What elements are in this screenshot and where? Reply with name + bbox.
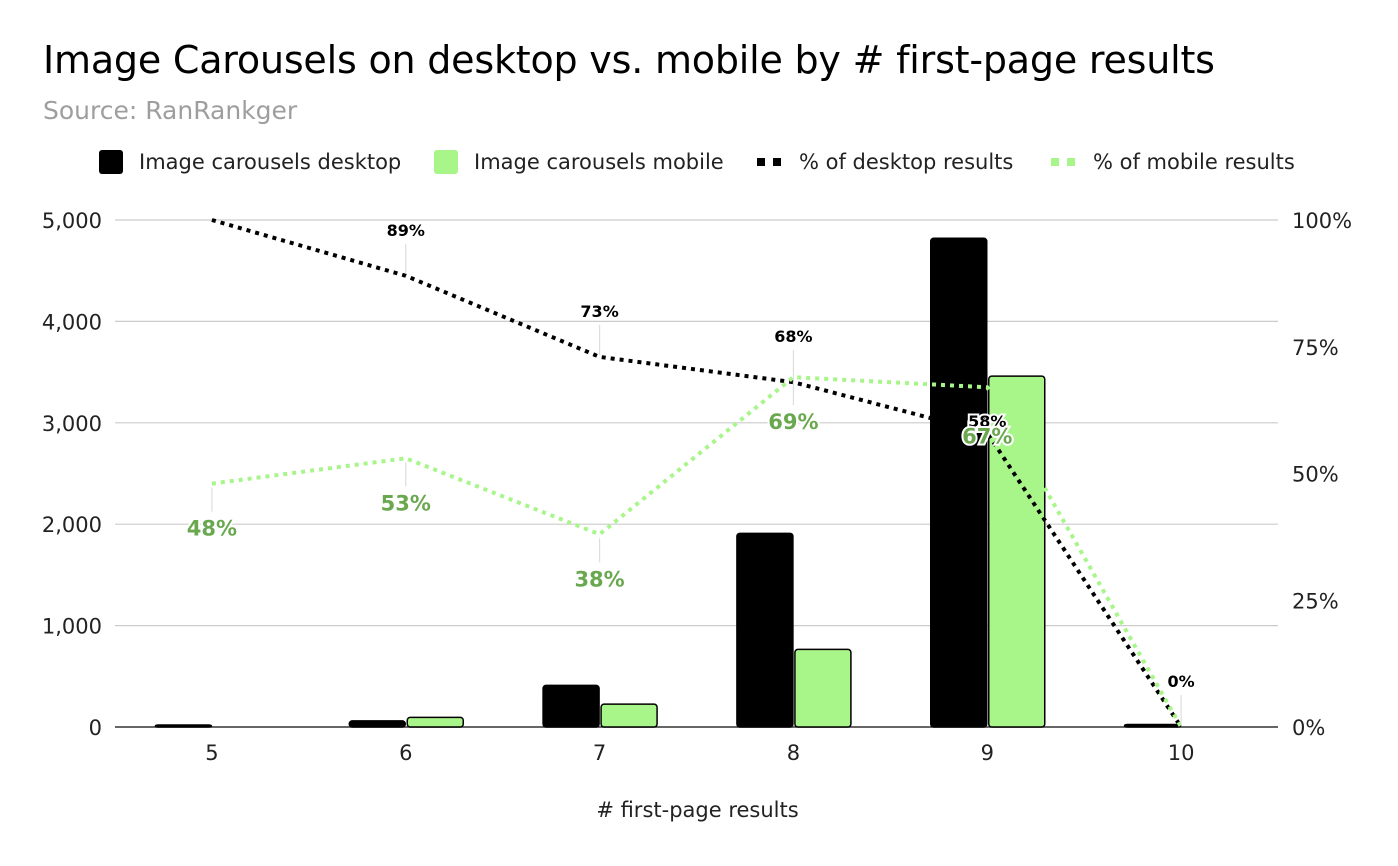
legend-label-mobile-bars: Image carousels mobile [474, 150, 724, 174]
legend-swatch-mobile-bars [434, 150, 458, 174]
chart-subtitle: Source: RanRankger [43, 96, 298, 125]
mobile-percent-label: 38% [574, 567, 624, 591]
y2-axis-tick-label: 75% [1292, 336, 1339, 360]
x-axis-tick-label: 10 [1168, 741, 1195, 765]
legend-swatch-desktop-bars [99, 150, 123, 174]
legend-label-desktop-line: % of desktop results [799, 150, 1014, 174]
y-axis-tick-label: 3,000 [42, 412, 102, 436]
mobile-percent-label: 48% [187, 517, 237, 541]
y2-axis-tick-label: 25% [1292, 589, 1339, 613]
mobile-percent-label: 69% [768, 410, 818, 434]
x-axis-tick-label: 7 [593, 741, 606, 765]
desktop-percent-label: 0% [1167, 672, 1194, 691]
mobile-percent-line [211, 375, 1183, 728]
legend-item-mobile-line[interactable]: % of mobile results [1051, 150, 1295, 174]
desktop-percent-line [211, 218, 1183, 729]
bar-mobile [988, 375, 1046, 728]
mobile-percent-label: 67% [962, 424, 1012, 448]
bar-desktop [542, 684, 600, 728]
desktop-percent-label: 58% [968, 412, 1006, 431]
x-axis-title: # first-page results [596, 798, 798, 822]
desktop-percent-label: 89% [387, 221, 425, 240]
y-axis-tick-label: 2,000 [42, 513, 102, 537]
chart-legend: Image carousels desktop Image carousels … [0, 150, 1398, 184]
bar-desktop [1123, 723, 1182, 728]
x-axis-tick-label: 6 [399, 741, 412, 765]
y-axis-tick-label: 0 [89, 716, 102, 740]
bar-desktop [154, 724, 213, 728]
y-axis-tick-label: 1,000 [42, 615, 102, 639]
legend-item-desktop-bars[interactable]: Image carousels desktop [99, 150, 401, 174]
chart-title: Image Carousels on desktop vs. mobile by… [43, 38, 1215, 82]
y-axis-tick-label: 5,000 [42, 209, 102, 233]
bar-mobile [600, 703, 658, 728]
y2-axis-tick-label: 100% [1292, 209, 1352, 233]
x-axis-tick-label: 9 [981, 741, 994, 765]
legend-item-mobile-bars[interactable]: Image carousels mobile [434, 150, 724, 174]
desktop-percent-label: 68% [774, 327, 812, 346]
legend-label-mobile-line: % of mobile results [1093, 150, 1295, 174]
bar-desktop [930, 237, 988, 728]
bar-desktop [736, 532, 794, 728]
legend-label-desktop-bars: Image carousels desktop [139, 150, 402, 174]
y2-axis-tick-label: 0% [1292, 716, 1325, 740]
bar-mobile [406, 716, 464, 728]
legend-swatch-mobile-line [1051, 158, 1075, 166]
legend-item-desktop-line[interactable]: % of desktop results [757, 150, 1013, 174]
legend-swatch-desktop-line [757, 158, 781, 166]
bar-mobile [794, 648, 852, 728]
bar-desktop [348, 720, 406, 728]
desktop-percent-label: 73% [580, 302, 618, 321]
y2-axis-tick-label: 50% [1292, 463, 1339, 487]
x-axis-tick-label: 8 [787, 741, 800, 765]
mobile-percent-label: 53% [381, 491, 431, 515]
y-axis-tick-label: 4,000 [42, 310, 102, 334]
x-axis-tick-label: 5 [205, 741, 218, 765]
